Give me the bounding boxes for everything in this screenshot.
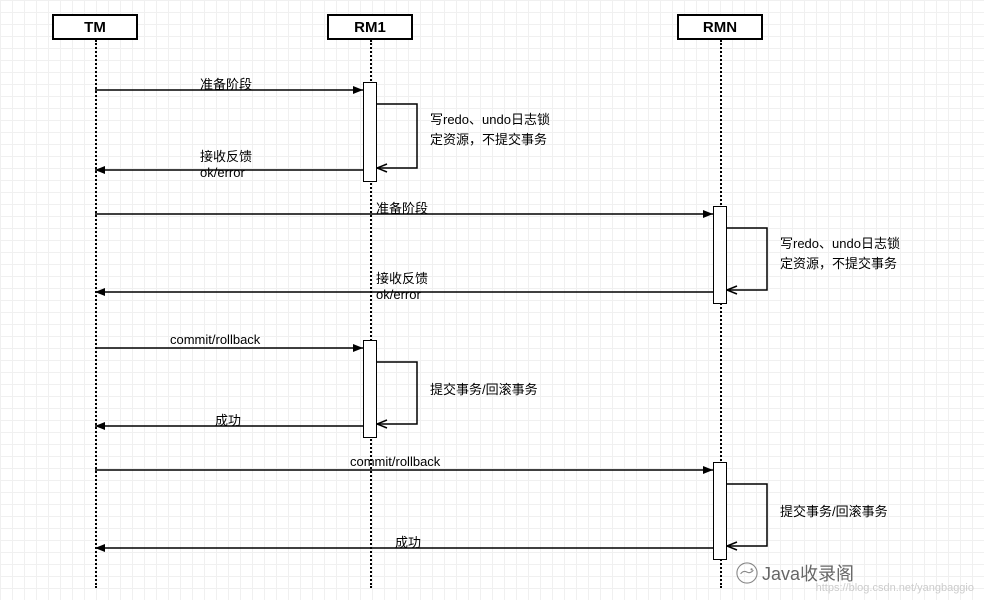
activation-rm1-2 — [363, 340, 377, 438]
activation-rmn-1 — [713, 206, 727, 304]
self-note-m3s: 写redo、undo日志锁定资源，不提交事务 — [780, 234, 900, 273]
message-label-m6: 成功 — [215, 410, 241, 429]
message-label-m3: 准备阶段 — [376, 198, 428, 217]
lifeline-head-rm1: RM1 — [327, 14, 413, 40]
lifeline-head-tm: TM — [52, 14, 138, 40]
activation-rmn-3 — [713, 462, 727, 560]
activation-rm1-0 — [363, 82, 377, 182]
message-label-m7: commit/rollback — [350, 454, 440, 469]
self-note-m5s: 提交事务/回滚事务 — [430, 380, 538, 400]
watermark-url: https://blog.csdn.net/yangbaggio — [816, 582, 974, 594]
lifeline-head-rmn: RMN — [677, 14, 763, 40]
message-label-m8: 成功 — [395, 532, 421, 551]
self-note-m1s: 写redo、undo日志锁定资源，不提交事务 — [430, 110, 550, 149]
message-label-m4: 接收反馈ok/error — [376, 268, 428, 302]
diagram-stage: TMRM1RMN准备阶段写redo、undo日志锁定资源，不提交事务接收反馈ok… — [0, 0, 984, 600]
message-label-m1: 准备阶段 — [200, 74, 252, 93]
message-label-m5: commit/rollback — [170, 332, 260, 347]
self-note-m7s: 提交事务/回滚事务 — [780, 502, 888, 522]
message-label-m2: 接收反馈ok/error — [200, 146, 252, 180]
lifeline-dash-tm — [95, 40, 97, 588]
